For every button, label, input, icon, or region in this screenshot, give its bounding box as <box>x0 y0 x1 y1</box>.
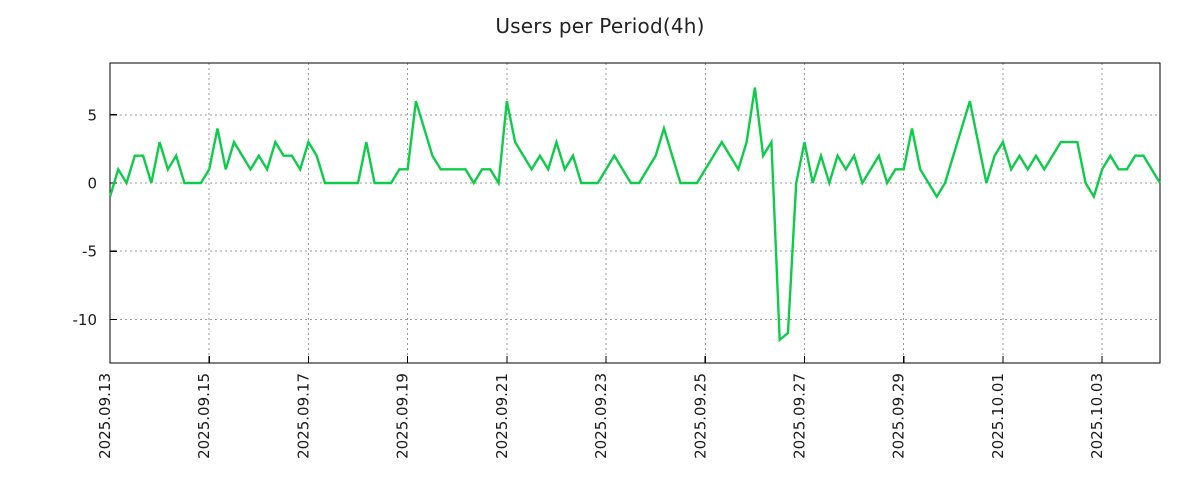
x-tick-label: 2025.10.01 <box>989 373 1007 459</box>
x-tick-label: 2025.09.25 <box>691 373 709 459</box>
y-tick-label: -5 <box>82 243 97 261</box>
x-tick-label: 2025.10.03 <box>1088 373 1106 459</box>
x-axis-tick-labels: 2025.09.13 2025.09.15 2025.09.17 2025.09.19… <box>96 373 1106 459</box>
x-tick-label: 2025.09.19 <box>394 373 412 459</box>
x-tick-label: 2025.09.17 <box>294 373 312 459</box>
y-tick-label: 0 <box>87 175 97 193</box>
chart-title: Users per Period(4h) <box>495 14 705 38</box>
users-per-period-series <box>108 87 1162 343</box>
x-tick-label: 2025.09.29 <box>890 373 908 459</box>
y-tick-label: -10 <box>73 311 98 329</box>
x-tick-label: 2025.09.21 <box>493 373 511 459</box>
y-axis-tick-labels: 5 0 -5 -10 <box>73 106 98 329</box>
x-tick-label: 2025.09.13 <box>96 373 114 459</box>
y-tick-label: 5 <box>87 106 97 124</box>
grid-lines <box>109 63 1160 363</box>
x-tick-label: 2025.09.27 <box>790 373 808 459</box>
x-tick-label: 2025.09.15 <box>195 373 213 459</box>
plot-frame <box>109 62 1161 364</box>
x-tick-label: 2025.09.23 <box>592 373 610 459</box>
